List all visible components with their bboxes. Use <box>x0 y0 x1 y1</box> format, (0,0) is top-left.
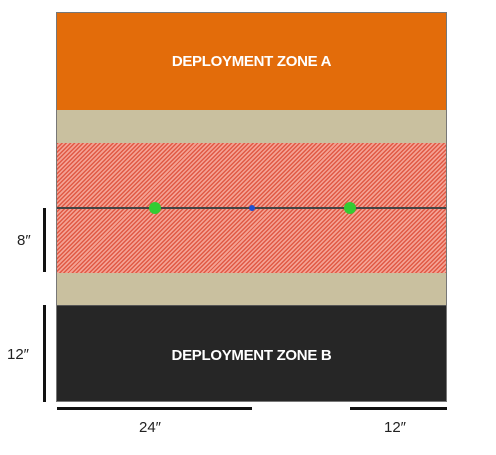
deployment-zone-a-label: DEPLOYMENT ZONE A <box>171 53 332 70</box>
measure-label-12in-vertical: 12″ <box>7 346 29 363</box>
measure-bar-24in <box>57 407 252 410</box>
measure-bar-12in-vertical <box>43 305 46 402</box>
measure-label-24in: 24″ <box>139 419 161 436</box>
measure-bar-8in <box>43 208 46 272</box>
deployment-zone-a: DEPLOYMENT ZONE A <box>57 13 446 111</box>
objective-marker-left <box>149 202 161 214</box>
deployment-zone-b-label: DEPLOYMENT ZONE B <box>171 346 332 364</box>
battlefield-map: DEPLOYMENT ZONE A DEPLOYMENT ZONE B <box>56 12 447 402</box>
objective-marker-right <box>344 202 356 214</box>
objective-marker-center <box>249 205 255 211</box>
measure-bar-12in-horizontal <box>350 407 447 410</box>
measure-label-12in-horizontal: 12″ <box>384 419 406 436</box>
measure-label-8in: 8″ <box>17 232 31 249</box>
neutral-band-lower <box>57 273 446 305</box>
neutral-band-upper <box>57 110 446 143</box>
deployment-zone-b: DEPLOYMENT ZONE B <box>57 305 446 401</box>
